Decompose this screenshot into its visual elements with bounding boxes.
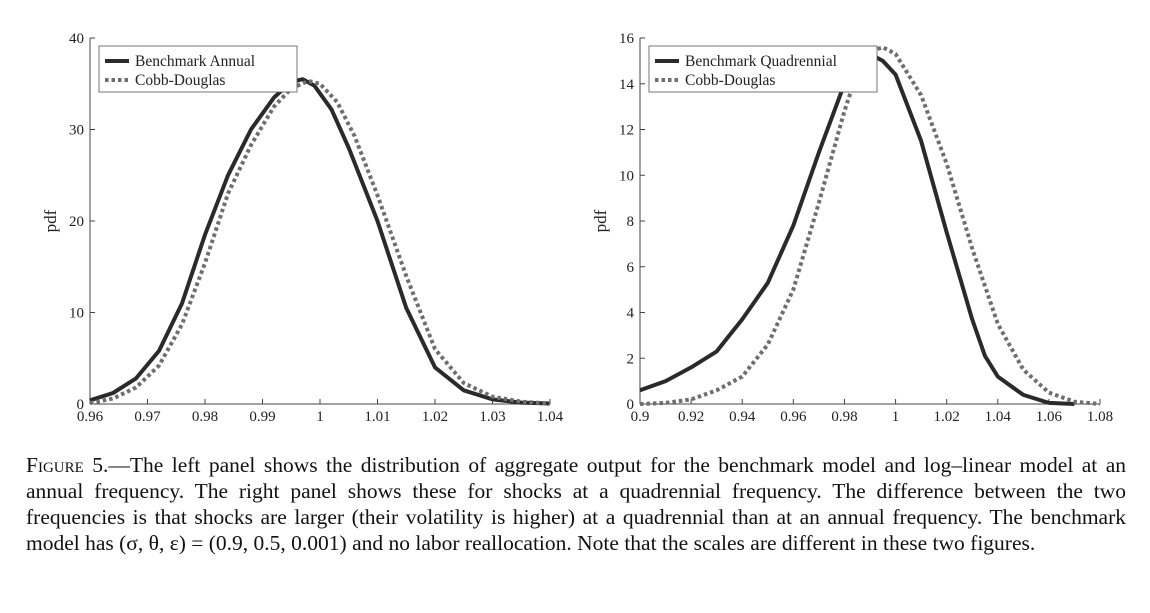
x-tick-label: 1.04 [537,409,564,425]
x-tick-label: 0.98 [192,409,218,425]
x-tick-label: 1 [316,409,324,425]
x-tick-label: 1.04 [985,409,1012,425]
y-tick-label: 4 [627,306,635,322]
x-tick-label: 0.94 [729,409,756,425]
x-tick-label: 1.08 [1087,409,1113,425]
y-tick-label: 10 [69,306,84,322]
y-tick-label: 0 [627,397,635,413]
left-panel-chart: 0 10 20 30 40 0.96 0.97 0.98 0.99 1 1.01 1.02 1.03 1.… [41,31,564,425]
x-tick-label: 0.99 [249,409,275,425]
legend-entry: Cobb-Douglas [135,72,225,89]
legend-entry: Cobb-Douglas [685,72,775,89]
y-tick-label: 2 [627,351,635,367]
x-tick-label: 1.02 [934,409,960,425]
y-tick-label: 20 [69,214,84,230]
legend-entry: Benchmark Annual [135,53,255,70]
x-tick-label: 0.96 [77,409,104,425]
series-line-benchmark [89,77,551,406]
caption-label: Figure 5. [26,453,109,477]
figure-caption: Figure 5.—The left panel shows the distr… [26,452,1126,556]
x-tick-label: 0.92 [678,409,704,425]
x-tick-label: 0.96 [780,409,807,425]
y-axis-label: pdf [591,209,610,232]
y-tick-label: 0 [77,397,85,413]
y-axis-label: pdf [41,209,60,232]
y-tick-label: 12 [619,123,634,139]
caption-text: —The left panel shows the distribution o… [26,453,1126,555]
series-line-cobb-douglas [89,79,551,406]
x-tick-label: 1.02 [422,409,448,425]
y-tick-label: 14 [619,77,635,93]
y-tick-label: 40 [69,31,84,47]
series-line-benchmark [639,52,1075,406]
x-tick-label: 0.9 [631,409,650,425]
x-tick-label: 1 [892,409,900,425]
y-tick-label: 30 [69,123,84,139]
y-tick-label: 8 [627,214,635,230]
x-tick-label: 1.01 [364,409,390,425]
y-tick-label: 16 [619,31,635,47]
y-tick-label: 10 [619,168,634,184]
legend-box [648,45,878,93]
x-tick-label: 0.98 [831,409,857,425]
y-tick-label: 6 [627,260,635,276]
x-tick-label: 0.97 [134,409,161,425]
legend-entry: Benchmark Quadrennial [685,53,837,70]
x-tick-label: 1.06 [1036,409,1063,425]
series-line-cobb-douglas [639,45,1101,406]
legend-box [98,45,298,93]
right-panel-chart: 0 2 4 6 8 10 12 14 16 0.9 0.92 0.94 0.96 0.98 1 1.02 1.0… [591,31,1113,425]
x-tick-label: 1.03 [479,409,505,425]
